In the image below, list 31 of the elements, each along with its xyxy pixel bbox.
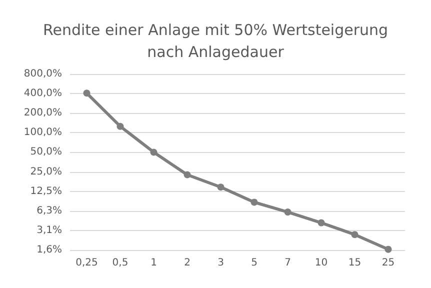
y-tick-label: 25,0% [30,166,62,178]
x-tick-label: 3 [218,258,224,268]
y-tick-label: 50,0% [30,146,62,158]
y-tick-label: 12,5% [30,186,62,197]
y-tick-label: 200,0% [24,108,62,119]
point [284,208,292,216]
point [116,122,124,130]
x-tick-label: 2 [184,258,190,268]
x-tick-label: 15 [348,258,362,268]
point [384,246,392,253]
y-tick-label: 800,0% [24,68,62,80]
point [184,171,191,178]
x-tick-label: 1 [150,258,157,268]
chart-title: Rendite einer Anlage mit 50% Wertsteigerung nach Anlagedauer [42,21,388,61]
point [217,184,224,191]
x-tick-label: 7 [284,258,291,268]
y-tick-label: 1,6% [36,244,62,256]
x-tick-label: 0,5 [112,258,128,268]
x-tick-label: 10 [314,258,328,268]
point [318,219,325,226]
y-tick-label: 400,0% [24,88,62,100]
point [250,198,258,206]
x-tick-label: 0,25 [76,258,98,268]
x-tick-label: 25 [382,258,395,268]
point [351,231,358,238]
y-tick-label: 3,1% [36,224,62,236]
x-tick-label: 5 [251,258,258,268]
y-tick-label: 6,3% [36,205,62,216]
y-tick-label: 100,0% [24,127,62,138]
point [83,90,90,97]
point [150,148,158,156]
